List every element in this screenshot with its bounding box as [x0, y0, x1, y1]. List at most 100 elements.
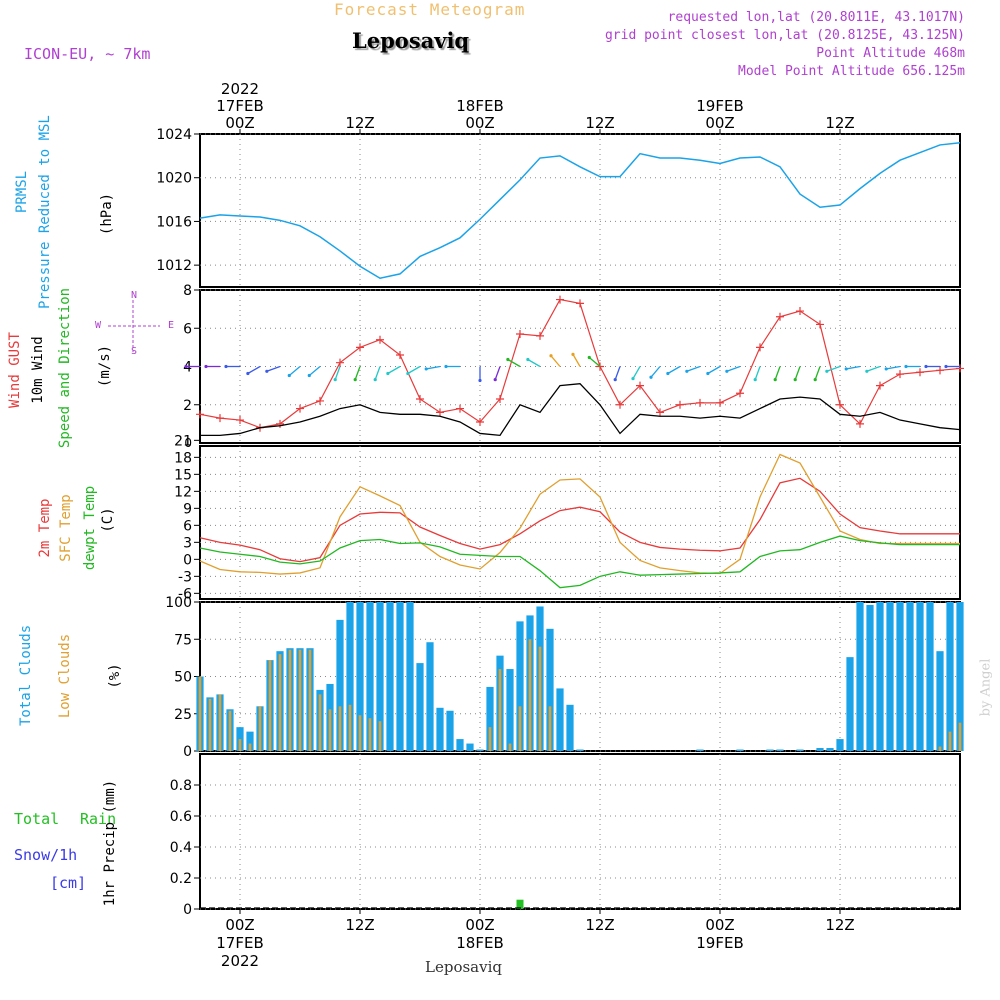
low-cloud-bar	[208, 698, 212, 751]
total-cloud-bar	[366, 602, 374, 751]
panel-frame-4	[199, 753, 961, 910]
wind-dir-arrow-head	[753, 378, 757, 382]
bottom-time-label: 00Z	[225, 916, 254, 934]
wind-dir-arrow	[266, 365, 281, 372]
wind-dir-arrow-head	[373, 378, 377, 382]
wind-dir-arrow-head	[224, 364, 228, 369]
gust-marker	[356, 343, 364, 352]
wind-dir-arrow-head	[631, 377, 635, 381]
total-cloud-bar	[376, 602, 384, 751]
total-cloud-bar	[476, 749, 484, 751]
low-cloud-bar	[228, 710, 232, 751]
total-cloud-bar	[356, 602, 364, 751]
low-cloud-bar	[488, 727, 492, 751]
total-cloud-bar	[796, 749, 804, 751]
low-cloud-bar	[958, 722, 962, 751]
total-cloud-bar	[916, 602, 924, 751]
gust-marker	[836, 400, 844, 409]
total-cloud-bar	[876, 602, 884, 751]
low-cloud-bar	[258, 706, 262, 751]
temp-tick-label: 18	[174, 450, 192, 466]
wind-dir-arrow-head	[865, 369, 869, 373]
low-cloud-bar	[278, 654, 282, 751]
wind-dir-arrow-head	[825, 369, 829, 373]
wind-dir-arrow	[614, 366, 621, 380]
total-cloud-bar	[446, 710, 454, 751]
total-cloud-bar	[236, 727, 244, 751]
total-cloud-bar	[566, 704, 574, 751]
low-cloud-bar	[248, 743, 252, 751]
cloud-tick-label: 25	[174, 707, 192, 723]
gust-marker	[636, 381, 644, 390]
bottom-time-label: 12Z	[825, 916, 854, 934]
bottom-time-label: 12Z	[345, 916, 374, 934]
total-cloud-bar	[826, 748, 834, 751]
top-year-label: 2022	[221, 80, 259, 98]
gust-marker	[416, 395, 424, 404]
low-cloud-bar	[548, 706, 552, 751]
temp-tick-label: 15	[174, 467, 192, 483]
gust-marker	[856, 419, 864, 428]
total-cloud-bar	[426, 642, 434, 751]
total-cloud-bar	[506, 669, 514, 751]
wind-dir-arrow	[846, 365, 861, 370]
cloud-tick-label: 0	[183, 744, 192, 760]
temp-tick-label: -3	[178, 569, 192, 585]
top-time-label: 00Z	[225, 114, 254, 132]
top-time-label: 12Z	[825, 114, 854, 132]
top-time-label: 12Z	[345, 114, 374, 132]
wind-dir-arrow	[826, 365, 841, 372]
low-cloud-bar	[318, 694, 322, 751]
low-cloud-bar	[368, 718, 372, 751]
low-cloud-bar	[538, 646, 542, 751]
total-cloud-bar	[846, 657, 854, 751]
bottom-day-label: 19FEB	[696, 934, 743, 952]
wind-dir-arrow-head	[333, 378, 337, 382]
wind-dir-arrow-head	[666, 371, 670, 376]
total-cloud-bar	[456, 739, 464, 751]
total-cloud-bar	[856, 602, 864, 751]
low-cloud-bar	[328, 709, 332, 751]
product-title: Forecast Meteogram	[334, 0, 526, 19]
wind-dir-arrow-head	[353, 378, 357, 382]
total-cloud-bar	[896, 602, 904, 751]
pressure-tick-label: 1012	[156, 258, 192, 274]
wind-dir-arrow	[774, 366, 781, 380]
precip-tick-label: 0.6	[170, 809, 192, 825]
wind-dir-arrow-head	[884, 367, 888, 371]
wind-dir-arrow-head	[844, 367, 848, 371]
wind-dir-arrow	[334, 366, 341, 380]
precip-rain-label: Rain	[80, 810, 117, 828]
wind-dir-arrow	[527, 358, 541, 368]
wind-dir-arrow-head	[184, 364, 188, 369]
low-cloud-bar	[508, 743, 512, 751]
precip-tick-label: 0.8	[170, 778, 192, 794]
low-cloud-bar	[298, 649, 302, 751]
total-cloud-bar	[416, 663, 424, 751]
gust-marker	[916, 368, 924, 377]
precip-tick-label: 0	[183, 902, 192, 918]
wind-dir-arrow-head	[649, 375, 653, 379]
gust-marker	[556, 295, 564, 304]
compass-n: N	[131, 290, 138, 301]
wind-dir-arrow-head	[265, 369, 269, 373]
wind-dir-arrow-head	[944, 364, 948, 369]
gust-marker	[216, 414, 224, 423]
wind-dir-arrow-head	[246, 371, 250, 376]
low-cloud-bar	[218, 694, 222, 751]
wind-dir-arrow	[288, 366, 301, 376]
wind-dir-arrow-head	[526, 357, 530, 362]
bottom-day-label: 17FEB	[216, 934, 263, 952]
temp-tick-label: 3	[183, 535, 192, 551]
gust-marker	[736, 389, 744, 398]
low-cloud-bar	[518, 706, 522, 751]
wind-tick-label: 8	[183, 283, 192, 299]
gust-marker	[316, 396, 324, 405]
wind-dir-arrow	[354, 366, 361, 380]
total-cloud-bar	[776, 749, 784, 751]
precip-total-label: Total	[14, 810, 60, 828]
wind-dir-arrow	[632, 366, 641, 379]
top-day-label: 19FEB	[696, 97, 743, 115]
wind-dir-arrow	[686, 365, 701, 372]
bottom-time-label: 12Z	[585, 916, 614, 934]
